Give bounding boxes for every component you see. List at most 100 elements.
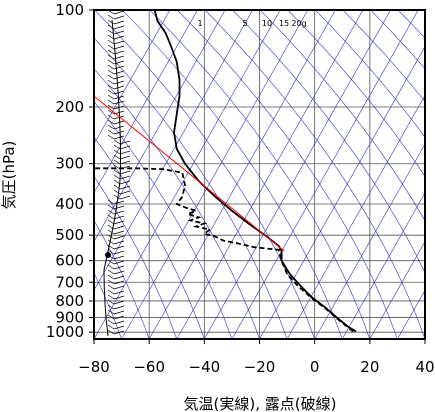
mixing-ratio-label: 10 xyxy=(262,19,272,28)
dry-adiabat xyxy=(121,10,343,339)
wind-barb xyxy=(107,304,125,310)
skewed-isotherm xyxy=(94,10,171,145)
skewed-isotherm xyxy=(94,10,226,243)
skewed-isotherm xyxy=(424,338,425,339)
x-tick-label: 40 xyxy=(415,358,434,376)
x-tick-label: −60 xyxy=(133,358,165,376)
profile-lines xyxy=(94,10,357,333)
wind-barb xyxy=(107,224,125,230)
dry-adiabat xyxy=(94,10,315,339)
wind-barb xyxy=(107,249,125,255)
wind-barb xyxy=(113,189,131,195)
y-tick-label: 200 xyxy=(55,98,84,116)
y-tick-label: 400 xyxy=(55,195,84,213)
skewed-isotherm xyxy=(94,10,253,291)
dry-adiabat xyxy=(94,175,178,339)
wind-barb xyxy=(107,199,125,205)
wind-barb xyxy=(107,44,125,50)
x-axis-ticks: −80 −60 −40 −20 0 20 40 xyxy=(78,339,435,376)
wind-barb xyxy=(107,279,125,285)
wind-barb xyxy=(107,34,125,40)
wind-barb xyxy=(107,74,125,80)
skewed-isotherm xyxy=(286,94,425,339)
y-tick-label: 500 xyxy=(55,226,84,244)
skewed-isotherm xyxy=(314,143,425,339)
wind-barb xyxy=(107,124,125,130)
mixing-ratio-label: 5 xyxy=(242,19,247,28)
x-tick-label: 0 xyxy=(310,358,320,376)
wind-barb xyxy=(113,154,131,160)
mixing-ratio-labels: 1 5 10 15 20g xyxy=(197,19,306,28)
wind-barb xyxy=(107,214,125,220)
wind-barb xyxy=(107,119,125,125)
x-tick-label: −20 xyxy=(244,358,276,376)
y-tick-label: 100 xyxy=(55,1,84,19)
wind-profile-line xyxy=(103,19,122,337)
dry-adiabat xyxy=(94,37,288,339)
wind-barb xyxy=(113,174,131,180)
skewed-isotherm xyxy=(259,46,425,339)
wind-barb xyxy=(107,299,125,305)
wind-barb xyxy=(113,139,131,145)
wind-barb xyxy=(107,64,125,70)
wind-barb xyxy=(107,114,125,120)
wind-barb xyxy=(107,329,125,335)
mixing-ratio-label: 20g xyxy=(291,19,306,28)
wind-barb xyxy=(107,239,125,245)
dry-adiabat xyxy=(94,68,260,339)
wind-barb xyxy=(107,84,125,90)
wind-barb xyxy=(113,194,131,200)
wind-barbs xyxy=(103,10,131,337)
skewed-isotherm xyxy=(369,240,425,339)
wind-barb xyxy=(107,284,125,290)
wind-barb xyxy=(107,269,125,275)
y-tick-label: 700 xyxy=(55,273,84,291)
wind-barb xyxy=(107,14,125,20)
wind-barb xyxy=(107,129,125,135)
wind-barb xyxy=(107,134,125,140)
dewpoint-line xyxy=(94,167,354,333)
wind-barb xyxy=(107,319,125,325)
dry-adiabat xyxy=(232,10,425,274)
dry-adiabat xyxy=(149,10,371,339)
skewed-isotherm xyxy=(176,10,364,339)
wind-barb xyxy=(107,244,125,250)
dry-adiabat xyxy=(204,10,425,339)
adiabat-and-isotherm-lines xyxy=(94,10,425,339)
y-tick-label: 800 xyxy=(55,292,84,310)
mixing-ratio-label: 15 xyxy=(279,19,289,28)
wind-barb xyxy=(107,314,125,320)
dry-adiabat xyxy=(94,272,122,339)
skewed-isotherm xyxy=(94,10,198,194)
x-axis-label: 気温(実線), 露点(破線) xyxy=(184,395,337,412)
wind-barb xyxy=(107,289,125,295)
skewed-isotherm xyxy=(397,289,425,339)
wind-barb xyxy=(107,264,125,270)
wind-barb xyxy=(107,229,125,235)
dry-adiabat xyxy=(94,220,150,339)
wind-barb xyxy=(107,24,125,30)
wind-barb xyxy=(107,259,125,265)
x-tick-label: −40 xyxy=(189,358,221,376)
dry-adiabat xyxy=(287,10,425,177)
temperature-line xyxy=(153,10,357,333)
skewed-isotherm xyxy=(121,10,309,339)
y-tick-label: 600 xyxy=(55,252,84,270)
y-tick-label: 900 xyxy=(55,308,84,326)
wind-barb xyxy=(107,324,125,330)
dry-adiabat xyxy=(176,10,398,339)
dry-adiabat xyxy=(369,10,425,70)
wind-barb xyxy=(107,204,125,210)
wind-barb xyxy=(113,144,131,150)
grid xyxy=(93,9,426,339)
skewed-isotherm xyxy=(204,10,391,339)
wind-barb xyxy=(107,219,125,225)
y-axis-label: 気圧(hPa) xyxy=(0,141,18,210)
skewed-isotherm xyxy=(148,10,336,339)
wind-barb xyxy=(107,99,125,105)
dry-adiabat xyxy=(259,10,425,222)
wind-barb xyxy=(113,149,131,155)
y-tick-label: 300 xyxy=(55,155,84,173)
